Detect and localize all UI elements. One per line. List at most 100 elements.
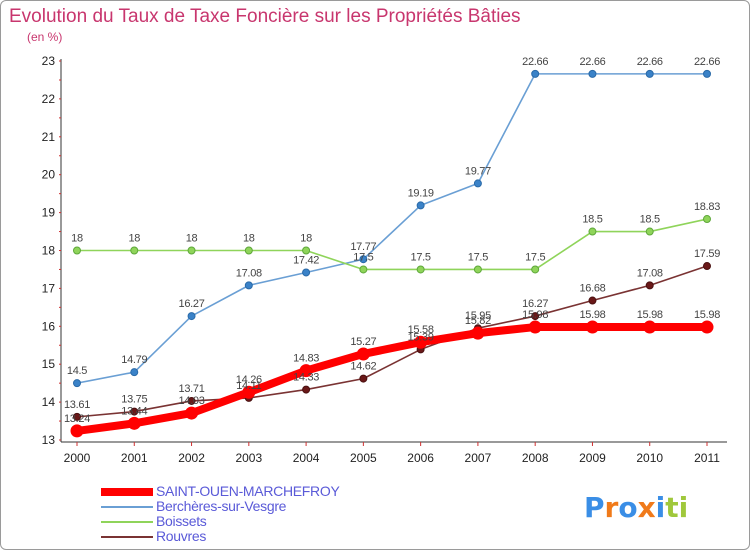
data-label: 18.83 xyxy=(694,201,720,213)
data-point xyxy=(244,246,253,255)
x-tick-label: 2008 xyxy=(522,451,549,465)
data-point xyxy=(588,227,597,236)
data-label: 18.5 xyxy=(582,214,602,226)
y-tick-label: 20 xyxy=(42,168,56,182)
data-label: 15.27 xyxy=(350,336,376,348)
data-point xyxy=(302,385,311,394)
data-point xyxy=(643,320,657,334)
data-label: 18 xyxy=(128,233,140,245)
logo-letter: i xyxy=(678,491,689,524)
data-point xyxy=(359,255,368,264)
legend-label: Boissets xyxy=(156,513,207,529)
data-point xyxy=(187,396,196,405)
data-point xyxy=(185,406,199,420)
data-label: 13.75 xyxy=(121,394,147,406)
logo-letter: o xyxy=(618,491,638,524)
data-point xyxy=(359,265,368,274)
data-label: 18.5 xyxy=(640,214,660,226)
data-label: 13.24 xyxy=(64,413,90,425)
y-tick-label: 19 xyxy=(42,206,56,220)
data-point xyxy=(528,320,542,334)
data-label: 13.44 xyxy=(121,405,147,417)
data-label: 17.08 xyxy=(236,267,262,279)
x-tick-label: 2003 xyxy=(235,451,262,465)
data-label: 14.79 xyxy=(121,354,147,366)
x-tick-label: 2005 xyxy=(350,451,377,465)
data-label: 17.5 xyxy=(525,251,545,263)
data-point xyxy=(70,424,84,438)
logo-letter: x xyxy=(637,491,656,524)
x-tick-label: 2006 xyxy=(407,451,434,465)
data-label: 15.39 xyxy=(408,331,434,343)
data-label: 18 xyxy=(71,233,83,245)
data-label: 22.66 xyxy=(522,56,548,68)
data-point xyxy=(645,69,654,78)
data-point xyxy=(473,265,482,274)
data-label: 15.98 xyxy=(522,309,548,321)
data-point xyxy=(187,312,196,321)
data-label: 13.71 xyxy=(179,383,205,395)
y-tick-label: 23 xyxy=(42,54,56,68)
proxiti-logo: Proxiti xyxy=(584,491,688,524)
y-tick-label: 16 xyxy=(42,319,56,333)
legend-swatch xyxy=(101,488,153,496)
data-point xyxy=(585,320,599,334)
data-point xyxy=(588,69,597,78)
data-label: 14.03 xyxy=(179,395,205,407)
legend-label: Berchères-sur-Vesgre xyxy=(156,498,287,514)
data-point xyxy=(471,326,485,340)
data-label: 15.98 xyxy=(579,309,605,321)
data-point xyxy=(531,312,540,321)
data-point xyxy=(703,262,711,271)
data-label: 16.27 xyxy=(522,298,548,310)
data-label: 18 xyxy=(186,233,198,245)
data-point xyxy=(414,335,428,349)
data-label: 15.58 xyxy=(408,324,434,336)
data-label: 17.5 xyxy=(468,251,488,263)
data-point xyxy=(703,69,711,78)
data-label: 17.59 xyxy=(694,248,720,260)
data-label: 19.19 xyxy=(408,187,434,199)
y-tick-label: 18 xyxy=(42,244,56,258)
data-point xyxy=(700,320,714,334)
data-label: 15.98 xyxy=(694,309,720,321)
data-label: 22.66 xyxy=(694,56,720,68)
data-label: 15.98 xyxy=(637,309,663,321)
data-point xyxy=(531,265,540,274)
logo-letter: i xyxy=(655,491,666,524)
x-tick-label: 2004 xyxy=(293,451,320,465)
data-label: 14.5 xyxy=(67,365,87,377)
data-point xyxy=(302,246,311,255)
data-point xyxy=(127,416,141,430)
x-tick-label: 2001 xyxy=(121,451,148,465)
x-tick-label: 2011 xyxy=(694,451,720,465)
legend-label: Rouvres xyxy=(156,528,207,544)
data-point xyxy=(302,268,311,277)
y-tick-label: 15 xyxy=(42,357,56,371)
series-line-2 xyxy=(76,218,708,271)
data-label: 17.42 xyxy=(293,254,319,266)
data-point xyxy=(73,379,81,388)
logo-letter: P xyxy=(584,491,605,524)
logo-letter: r xyxy=(604,491,619,524)
series-line-3 xyxy=(76,265,708,418)
data-label: 17.77 xyxy=(350,241,376,253)
data-label: 22.66 xyxy=(637,56,663,68)
data-point xyxy=(130,246,139,255)
x-tick-label: 2007 xyxy=(465,451,492,465)
data-point xyxy=(299,364,313,378)
data-label: 16.68 xyxy=(579,283,605,295)
data-point xyxy=(703,215,711,224)
data-point xyxy=(473,179,482,188)
legend-swatch xyxy=(101,506,153,508)
data-point xyxy=(359,374,368,383)
series-line-1 xyxy=(76,73,708,384)
data-point xyxy=(416,265,425,274)
data-point xyxy=(356,347,370,361)
data-point xyxy=(645,227,654,236)
y-tick-label: 14 xyxy=(42,395,56,409)
legend-swatch xyxy=(101,521,153,523)
data-label: 17.5 xyxy=(353,251,373,263)
